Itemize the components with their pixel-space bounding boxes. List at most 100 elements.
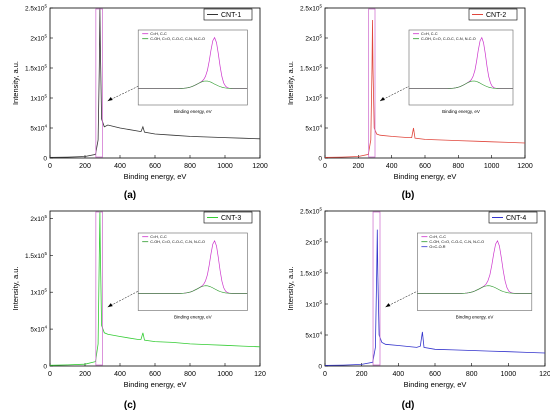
inset-x-label: Binding energy, eV (442, 109, 480, 114)
legend-box (203, 211, 253, 224)
legend-label: CNT-2 (486, 12, 506, 19)
y-tick-label: 2.5x105 (300, 207, 323, 216)
y-tick-label: 5x104 (305, 124, 322, 133)
inset-component-line (138, 285, 248, 294)
x-tick-label: 200 (79, 371, 91, 378)
inset-legend-label: C=H, C-C (150, 32, 167, 36)
y-tick-label: 0 (318, 364, 322, 371)
x-tick-label: 200 (352, 163, 364, 170)
arrow-head (107, 303, 113, 308)
x-tick-label: 400 (386, 163, 398, 170)
inset-legend-label: C-OH, C=O, C-O-C, C-N, N-C-O (429, 240, 484, 244)
y-tick-label: 2.5x105 (25, 4, 48, 13)
x-tick-label: 1000 (217, 371, 233, 378)
inset-frame (137, 232, 248, 311)
x-tick-label: 120 (539, 371, 550, 378)
peak-highlight-box (95, 211, 103, 366)
x-tick-label: 1200 (517, 163, 533, 170)
x-tick-label: 0 (48, 163, 52, 170)
x-tick-label: 400 (392, 371, 404, 378)
x-tick-label: 600 (149, 371, 161, 378)
y-tick-label: 1.5x105 (300, 269, 323, 278)
series-line-cnt-2 (324, 19, 526, 158)
legend-label: CNT-3 (221, 215, 241, 222)
inset-frame (408, 29, 514, 106)
arrow-head (107, 97, 113, 101)
y-tick-label: 2x105 (305, 238, 322, 247)
legend-box (203, 8, 253, 21)
x-tick-label: 200 (79, 163, 91, 170)
inset-pointer-arrow (385, 290, 418, 308)
y-tick-label: 0 (43, 156, 47, 163)
panel-label: (d) (402, 400, 415, 411)
panel-label: (a) (124, 190, 136, 201)
panel-d: 0 5x104 1x105 1.5x105 2x105 2.5x105 0 200 400 600… (286, 207, 550, 412)
peak-highlight-box (372, 211, 381, 366)
x-tick-label: 120 (254, 371, 266, 378)
inset-pointer-arrow (107, 290, 139, 308)
legend-label: CNT-1 (221, 12, 241, 19)
y-tick-label: 5x104 (305, 331, 322, 340)
inset-legend-label: C-OH, C=O, C-O-C, C-N, N-C-O (150, 37, 205, 41)
panel-label: (c) (124, 400, 136, 411)
legend-box (488, 211, 538, 224)
y-tick-label: 1.5x105 (300, 64, 323, 73)
inset-component-line (138, 80, 248, 89)
x-tick-label: 600 (429, 371, 441, 378)
series-line-cnt-3 (49, 210, 261, 366)
y-tick-label: 1x105 (305, 94, 322, 103)
y-tick-label: 1x105 (305, 300, 322, 309)
series-line-cnt-1 (49, 7, 261, 158)
y-axis-label: Intensity, a.u. (286, 61, 295, 105)
peak-highlight-box (95, 8, 103, 158)
y-axis-label: Intensity, a.u. (286, 266, 295, 310)
inset-legend-label: C-OH, C=O, C-O-C, C-N, N-C-O (421, 37, 476, 41)
y-tick-label: 1x105 (30, 288, 47, 297)
inset-x-label: Binding energy, eV (174, 315, 212, 320)
y-tick-label: 1x105 (30, 94, 47, 103)
y-tick-label: 2x105 (305, 34, 322, 43)
inset-legend-label: C-OH, C=O, C-O-C, C-N, N-C-O (150, 240, 205, 244)
inset-component-line (409, 80, 513, 89)
peak-highlight-box (368, 8, 376, 158)
x-tick-label: 400 (114, 163, 126, 170)
inset-pointer-arrow (379, 86, 410, 102)
inset-legend-label: C=H, C-C (429, 235, 446, 239)
x-tick-label: 1200 (252, 163, 268, 170)
panel-b: 0 5x104 1x105 1.5x105 2x105 2.5x105 0 200 400 600… (286, 4, 533, 202)
panel-label: (b) (402, 190, 415, 201)
inset-legend-label: C=H, C-C (421, 32, 438, 36)
x-tick-label: 1000 (501, 371, 517, 378)
x-tick-label: 0 (48, 371, 52, 378)
x-tick-label: 200 (356, 371, 368, 378)
x-tick-label: 800 (452, 163, 464, 170)
inset-frame (417, 232, 533, 311)
y-tick-label: 5x104 (30, 124, 47, 133)
y-axis-label: Intensity, a.u. (11, 266, 20, 310)
x-axis-label: Binding energy, eV (394, 172, 457, 181)
inset-legend-label: C=H, C-C (150, 235, 167, 239)
panel-c: 0 5x104 1x105 1.5x105 2x105 0 200 400 600 800 1000… (11, 210, 266, 411)
series-line-cnt-4 (324, 229, 546, 366)
x-tick-label: 1000 (217, 163, 233, 170)
y-axis-label: Intensity, a.u. (11, 61, 20, 105)
inset-component-line (417, 285, 532, 294)
x-axis-label: Binding energy, eV (404, 380, 467, 389)
legend-box (468, 8, 518, 21)
x-tick-label: 600 (149, 163, 161, 170)
x-tick-label: 800 (184, 371, 196, 378)
panel-a: 0 5x104 1x105 1.5x105 2x105 2.5x105 0 200 400 600… (11, 4, 268, 202)
y-tick-label: 1.5x105 (25, 64, 48, 73)
x-tick-label: 0 (323, 163, 327, 170)
y-tick-label: 1.5x105 (25, 251, 48, 260)
x-tick-label: 0 (323, 371, 327, 378)
inset-legend-label: O=C-O-R (429, 245, 445, 249)
x-tick-label: 400 (114, 371, 126, 378)
legend-label: CNT-4 (506, 215, 526, 222)
y-tick-label: 5x104 (30, 325, 47, 334)
x-axis-label: Binding energy, eV (124, 380, 187, 389)
inset-pointer-arrow (107, 86, 139, 102)
x-tick-label: 1000 (484, 163, 500, 170)
x-axis-label: Binding energy, eV (124, 172, 187, 181)
